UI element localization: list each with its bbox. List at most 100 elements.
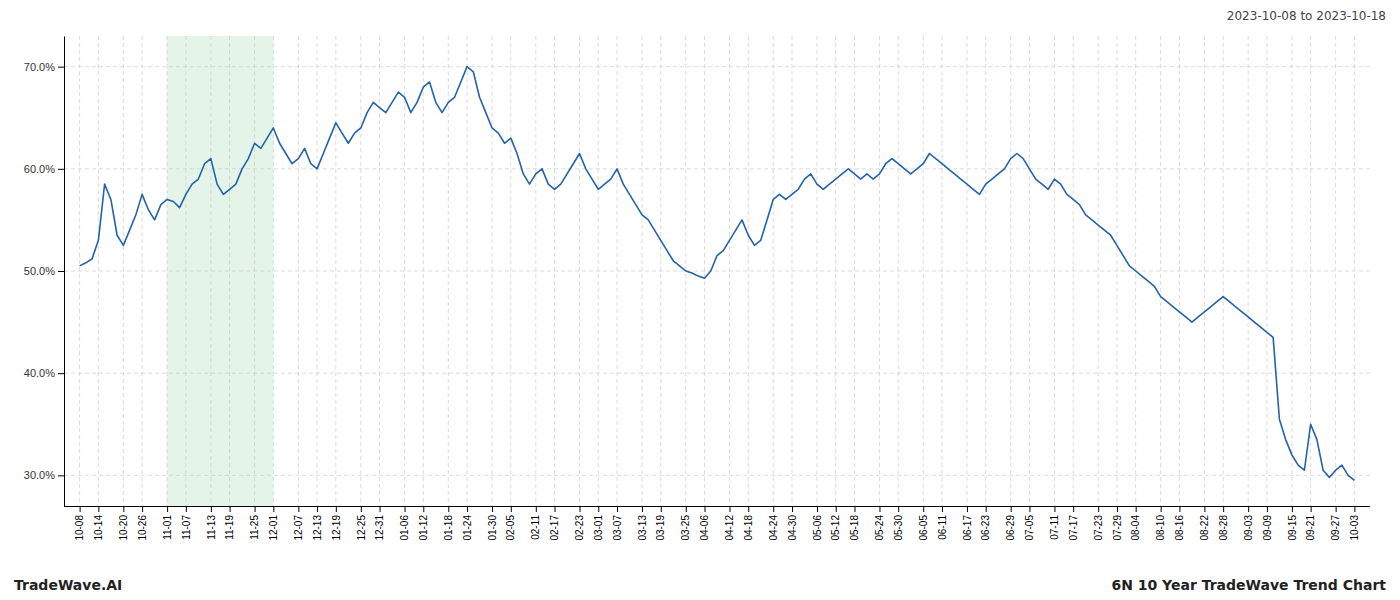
x-tick: 04-30: [787, 506, 798, 541]
grid-line-x: [1116, 36, 1117, 506]
x-tick-mark: [255, 506, 256, 512]
x-tick: 09-15: [1287, 506, 1298, 541]
x-tick-mark: [167, 506, 168, 512]
grid-line-x: [985, 36, 986, 506]
grid-line-x: [317, 36, 318, 506]
grid-line-x: [879, 36, 880, 506]
x-tick-label: 09-21: [1305, 515, 1316, 541]
x-tick-label: 04-24: [768, 515, 779, 541]
grid-line-x: [1073, 36, 1074, 506]
x-tick: 07-17: [1068, 506, 1079, 541]
x-tick-label: 08-28: [1218, 515, 1229, 541]
x-tick-label: 12-13: [312, 515, 323, 541]
x-tick: 01-12: [418, 506, 429, 541]
x-tick-label: 05-12: [830, 515, 841, 541]
x-tick: 08-22: [1199, 506, 1210, 541]
x-tick: 09-27: [1330, 506, 1341, 541]
x-tick-label: 02-23: [574, 515, 585, 541]
x-tick-label: 07-11: [1049, 515, 1060, 540]
x-tick-label: 05-30: [893, 515, 904, 541]
x-tick: 01-18: [443, 506, 454, 541]
x-axis: 10-0810-1410-2010-2611-0111-0711-1311-19…: [64, 506, 1370, 541]
grid-line-x: [1010, 36, 1011, 506]
x-tick: 09-21: [1305, 506, 1316, 541]
grid-line-x: [748, 36, 749, 506]
grid-line-x: [254, 36, 255, 506]
x-tick-mark: [661, 506, 662, 512]
grid-line-x: [704, 36, 705, 506]
x-tick-label: 10-03: [1349, 515, 1360, 541]
grid-line-x: [448, 36, 449, 506]
x-tick-mark: [1311, 506, 1312, 512]
x-tick: 06-23: [980, 506, 991, 541]
y-tick-label: 70.0%: [24, 61, 55, 73]
x-tick-mark: [836, 506, 837, 512]
x-tick: 04-06: [699, 506, 710, 541]
x-tick-label: 12-01: [268, 515, 279, 541]
grid-line-y: [64, 271, 1370, 272]
x-tick-label: 12-07: [293, 515, 304, 541]
y-axis-line: [64, 37, 65, 507]
grid-line-x: [185, 36, 186, 506]
x-tick-mark: [380, 506, 381, 512]
x-tick-label: 05-24: [874, 515, 885, 541]
x-tick: 02-11: [530, 506, 541, 540]
x-tick-label: 03-01: [593, 515, 604, 541]
x-tick-label: 03-25: [680, 515, 691, 541]
y-tick-mark: [58, 169, 64, 170]
x-tick: 03-19: [655, 506, 666, 541]
grid-line-x: [167, 36, 168, 506]
grid-line-x: [598, 36, 599, 506]
x-tick: 01-24: [462, 506, 473, 541]
x-tick-mark: [361, 506, 362, 512]
x-tick-label: 08-16: [1174, 515, 1185, 541]
x-tick-mark: [598, 506, 599, 512]
x-tick: 08-28: [1218, 506, 1229, 541]
x-tick-label: 07-05: [1024, 515, 1035, 541]
x-tick-label: 09-03: [1243, 515, 1254, 541]
x-tick-mark: [186, 506, 187, 512]
x-tick: 08-10: [1155, 506, 1166, 541]
grid-line-x: [1291, 36, 1292, 506]
grid-line-x: [1310, 36, 1311, 506]
x-tick-mark: [1204, 506, 1205, 512]
x-tick: 05-30: [893, 506, 904, 541]
x-tick-label: 06-17: [962, 515, 973, 541]
grid-line-x: [773, 36, 774, 506]
x-tick: 12-31: [374, 506, 385, 541]
y-tick-mark: [58, 475, 64, 476]
x-tick-mark: [580, 506, 581, 512]
x-tick-mark: [273, 506, 274, 512]
x-tick: 01-06: [399, 506, 410, 541]
grid-line-x: [467, 36, 468, 506]
grid-line-x: [1335, 36, 1336, 506]
grid-line-x: [1098, 36, 1099, 506]
y-axis: 30.0%40.0%50.0%60.0%70.0%: [24, 37, 65, 507]
x-tick-mark: [879, 506, 880, 512]
grid-line-x: [229, 36, 230, 506]
grid-line-x: [791, 36, 792, 506]
grid-line-x: [1029, 36, 1030, 506]
x-tick-mark: [1098, 506, 1099, 512]
x-tick: 03-25: [680, 506, 691, 541]
x-tick: 04-24: [768, 506, 779, 541]
x-tick-mark: [467, 506, 468, 512]
x-tick-label: 04-18: [743, 515, 754, 541]
x-tick-mark: [142, 506, 143, 512]
x-tick: 06-05: [918, 506, 929, 541]
x-tick-label: 02-05: [505, 515, 516, 541]
x-tick-mark: [1117, 506, 1118, 512]
x-tick-mark: [898, 506, 899, 512]
grid-line-x: [98, 36, 99, 506]
x-tick: 12-19: [331, 506, 342, 541]
x-tick-mark: [642, 506, 643, 512]
x-tick: 01-30: [487, 506, 498, 541]
x-tick-mark: [80, 506, 81, 512]
grid-line-y: [64, 475, 1370, 476]
x-tick: 05-12: [830, 506, 841, 541]
x-tick-mark: [1336, 506, 1337, 512]
grid-line-x: [1266, 36, 1267, 506]
x-tick: 07-29: [1112, 506, 1123, 541]
x-tick: 08-04: [1130, 506, 1141, 541]
x-tick-label: 05-18: [849, 515, 860, 541]
